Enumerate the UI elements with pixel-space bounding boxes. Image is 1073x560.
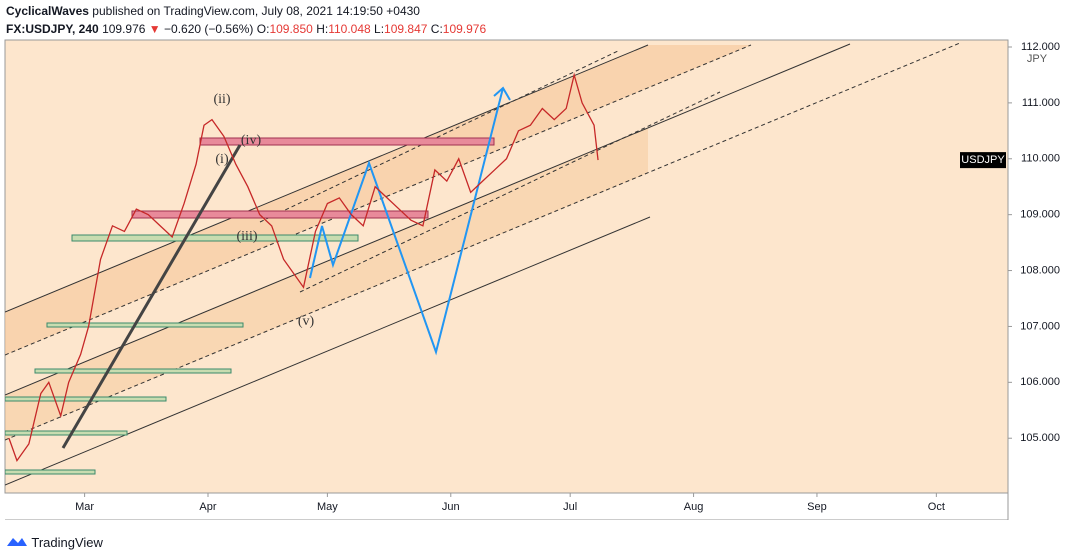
trend-line <box>259 49 621 223</box>
last-price-box <box>960 152 1006 169</box>
channel-band <box>5 128 648 440</box>
zone <box>46 322 244 328</box>
c: 109.976 <box>442 22 487 36</box>
projection-arrow <box>493 86 511 101</box>
channel-line <box>5 42 961 441</box>
wave-label: (iii) <box>237 229 258 244</box>
change: −0.620 (−0.56%) <box>164 22 254 36</box>
arrow: ▼ <box>148 22 161 36</box>
zone <box>71 234 359 242</box>
x-tick-label: Jun <box>442 501 460 513</box>
header-line1: CyclicalWaves published on TradingView.c… <box>6 4 420 18</box>
y-tick-label: 108.000 <box>1020 264 1060 276</box>
y-tick-label: 106.000 <box>1020 376 1060 388</box>
h-label: H: <box>316 22 329 36</box>
chart: 105.000 106.000 107.000 108.000 109.000 110.0… <box>4 39 1060 520</box>
channel-line <box>5 216 651 486</box>
x-tick-label: Sep <box>807 501 827 513</box>
last: 109.976 <box>102 22 146 36</box>
zone <box>34 368 232 374</box>
x-tick-label: Aug <box>684 501 704 513</box>
wave-label: (iv) <box>241 133 262 148</box>
wave-label: (v) <box>298 314 315 329</box>
price-line <box>8 72 599 462</box>
y-tick-label: 105.000 <box>1020 432 1060 444</box>
zone <box>5 430 128 436</box>
last-price-label: USDJPY <box>961 154 1005 166</box>
brand: TradingView <box>31 535 103 550</box>
zone <box>5 469 96 475</box>
header-line2: FX:USDJPY, 240 109.976 ▼ −0.620 (−0.56%)… <box>6 22 486 36</box>
l: 109.847 <box>384 22 428 36</box>
zone <box>199 137 495 146</box>
h: 110.048 <box>328 22 371 36</box>
o: 109.850 <box>269 22 313 36</box>
l-label: L: <box>374 22 385 36</box>
y-tick-label: 112.000 <box>1021 41 1060 53</box>
trend-line <box>299 91 721 293</box>
y-tick-label: 109.000 <box>1020 209 1060 221</box>
currency: JPY <box>1027 53 1048 65</box>
footer: TradingView <box>6 535 103 550</box>
logo <box>7 538 27 546</box>
zone <box>5 396 167 402</box>
impulse-line <box>61 144 242 449</box>
channel-line <box>5 44 649 313</box>
channel-line <box>5 43 851 396</box>
drawings <box>5 42 961 486</box>
published: published on TradingView.com, July 08, 2… <box>92 4 420 18</box>
x-tick-label: Apr <box>199 501 216 513</box>
o-label: O: <box>256 22 270 36</box>
wave-label: (ii) <box>213 92 230 107</box>
y-tick-label: 107.000 <box>1020 320 1060 332</box>
y-tick-label: 111.000 <box>1022 97 1060 109</box>
zone <box>131 210 429 219</box>
x-tick-label: Mar <box>75 501 94 513</box>
x-tick-label: Jul <box>563 501 577 513</box>
c-label: C: <box>430 22 443 36</box>
channel-line <box>5 44 752 356</box>
x-tick-label: May <box>317 501 338 513</box>
wave-label: (i) <box>215 152 229 167</box>
y-tick-label: 110.000 <box>1021 153 1060 165</box>
author: CyclicalWaves <box>6 4 89 18</box>
x-tick-label: Oct <box>928 501 945 513</box>
symbol: FX:USDJPY, 240 <box>6 22 99 36</box>
